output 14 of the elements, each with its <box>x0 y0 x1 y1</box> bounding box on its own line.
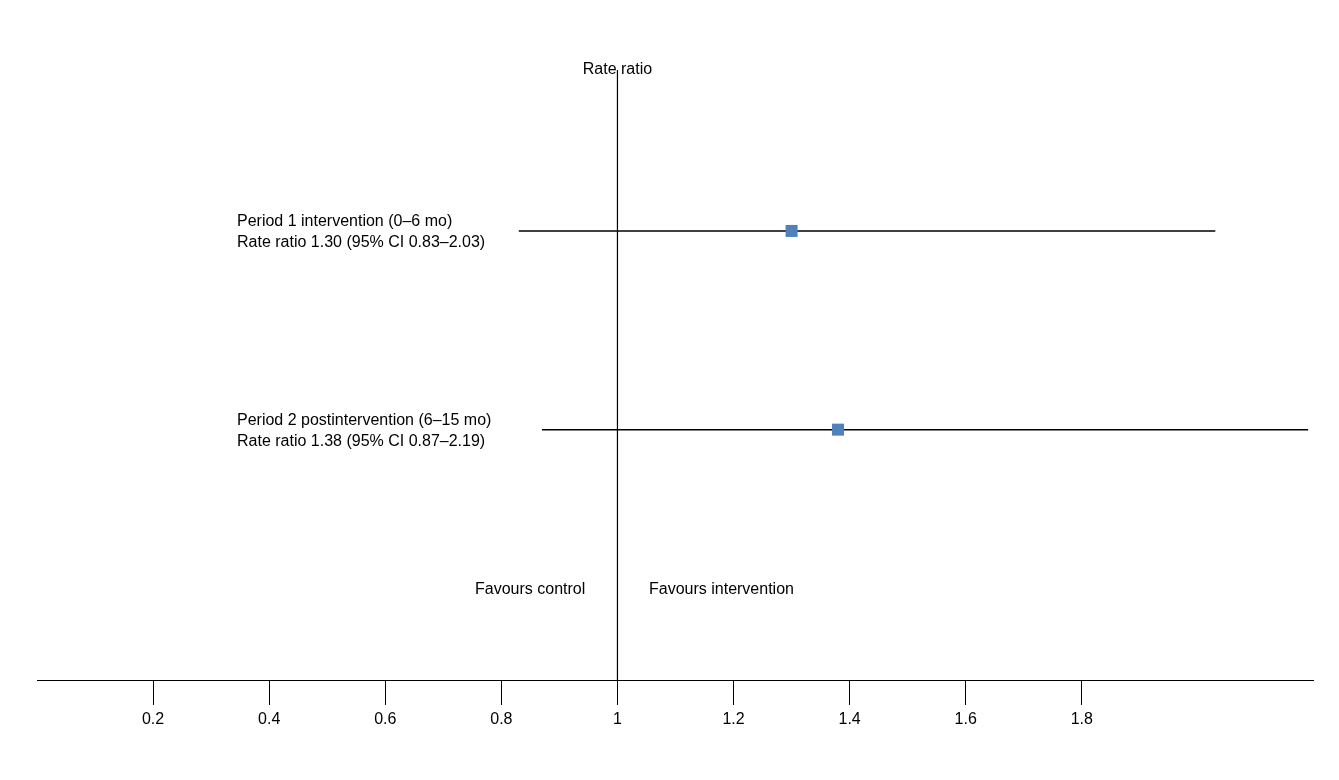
x-tick-label: 0.8 <box>490 710 513 728</box>
chart-title: Rate ratio <box>582 59 653 77</box>
x-tick-label: 0.4 <box>258 710 281 728</box>
x-tick-label: 0.6 <box>374 710 397 728</box>
x-tick-label: 1.2 <box>722 710 745 728</box>
x-tick-label: 0.2 <box>141 710 165 728</box>
x-tick-label: 1.8 <box>1070 710 1094 728</box>
x-tick-label: 1.4 <box>838 710 861 728</box>
x-tick-label: 1 <box>613 710 622 728</box>
annotation: Favours intervention <box>649 580 794 597</box>
y-tick-label: Period 2 postintervention (6–15 mo) Rate ratio 1.38 (95% CI 0.87–2.19) <box>237 411 492 449</box>
y-tick-label: Period 1 intervention (0–6 mo) Rate ratio 1.30 (95% CI 0.83–2.03) <box>237 212 486 250</box>
x-tick-label: 1.6 <box>954 710 977 728</box>
annotation: Favours control <box>475 580 586 597</box>
